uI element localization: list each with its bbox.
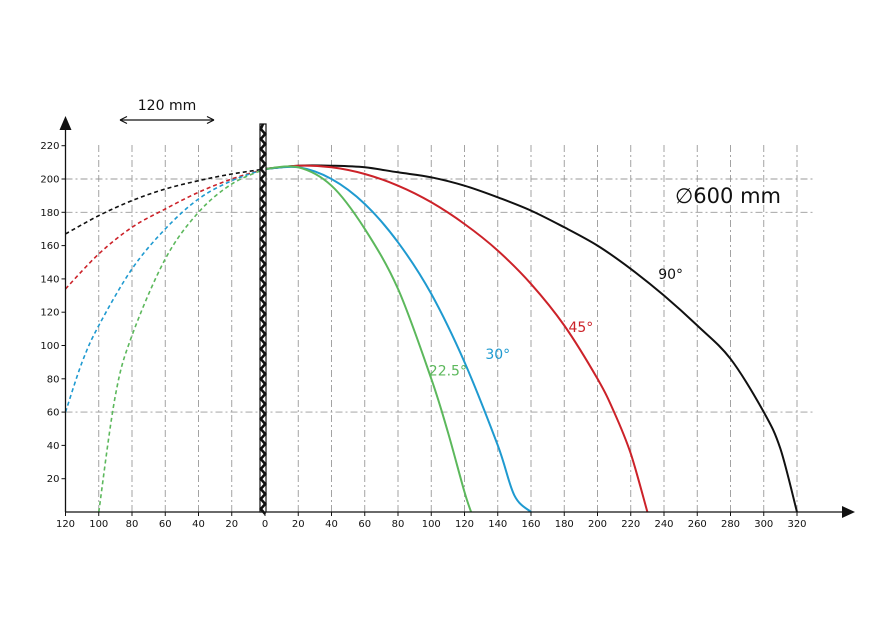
x-tick-label: 180 (555, 519, 574, 530)
x-tick-label: 300 (754, 519, 773, 530)
x-tick-label: 100 (89, 519, 108, 530)
y-tick-label: 40 (47, 441, 60, 452)
series-layer (64, 164, 798, 513)
y-tick-label: 220 (40, 141, 59, 152)
nozzle-bar-pattern (259, 123, 267, 515)
series-label: 45° (568, 320, 593, 336)
span-arrow-head-right (206, 115, 215, 125)
span-label: 120 mm (138, 98, 196, 114)
x-tick-label: 80 (126, 519, 139, 530)
series-90-left-dashed (65, 168, 266, 235)
y-tick-label: 80 (47, 374, 60, 385)
x-tick-label: 140 (488, 519, 507, 530)
x-tick-label: 60 (159, 519, 172, 530)
series-30-left-dashed (64, 168, 266, 413)
span-annotation: 120 mm (119, 98, 215, 125)
y-tick-label: 200 (40, 175, 59, 186)
tick-labels: 120 100 80 60 40 20 0 20 40 60 80 100 120 140 160 180 20… (40, 141, 806, 530)
y-tick-label: 20 (47, 474, 60, 485)
grid (65, 142, 814, 512)
series-45-right (264, 164, 649, 513)
y-tick-label: 60 (47, 408, 60, 419)
series-90-right (264, 164, 798, 513)
span-arrow-head-left (119, 115, 128, 125)
x-tick-label: 280 (721, 519, 740, 530)
y-tick-label: 100 (40, 341, 59, 352)
series-label: 90° (658, 267, 683, 283)
series-30-right (264, 165, 532, 513)
x-tick-label: 100 (422, 519, 441, 530)
series-225-left-dashed (98, 168, 266, 513)
y-tick-label: 140 (40, 274, 59, 285)
x-tick-label: 80 (392, 519, 405, 530)
x-tick-label: 260 (688, 519, 707, 530)
axes (59, 116, 855, 518)
x-tick-label: 20 (292, 519, 305, 530)
x-axis-arrow (842, 506, 855, 518)
x-tick-label: 320 (787, 519, 806, 530)
x-tick-label: 240 (654, 519, 673, 530)
diameter-label: ∅600 mm (675, 184, 781, 208)
x-tick-label: 40 (192, 519, 205, 530)
x-tick-label: 20 (225, 519, 238, 530)
y-axis-arrow (59, 116, 72, 130)
x-tick-label: 160 (521, 519, 540, 530)
x-tick-label: 40 (325, 519, 338, 530)
series-label: 30° (485, 347, 510, 363)
x-tick-label: 120 (455, 519, 474, 530)
y-tick-label: 180 (40, 208, 59, 219)
x-tick-label: 60 (358, 519, 371, 530)
series-225-right (264, 165, 473, 513)
x-tick-label: 0 (262, 519, 268, 530)
nozzle-bar (259, 123, 267, 515)
x-tick-label: 220 (621, 519, 640, 530)
x-tick-label: 120 (56, 519, 75, 530)
y-tick-label: 160 (40, 241, 59, 252)
x-tick-label: 200 (588, 519, 607, 530)
series-45-left-dashed (64, 168, 266, 290)
y-tick-label: 120 (40, 308, 59, 319)
series-label: 22.5° (429, 363, 467, 379)
series-labels: 90° 45° 30° 22.5° (429, 267, 683, 380)
